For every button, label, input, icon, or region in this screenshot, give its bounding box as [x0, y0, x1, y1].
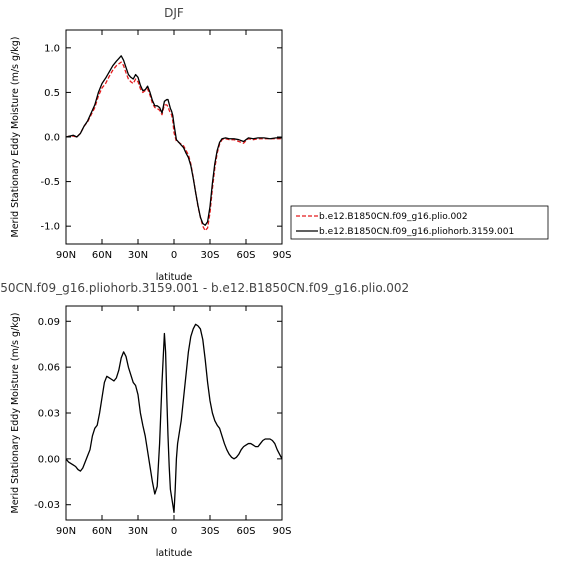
top-chart-x-tick-label: 60S — [236, 250, 255, 261]
bottom-chart-x-tick-label: 90N — [56, 526, 76, 537]
bottom-chart-x-tick-label: 0 — [171, 526, 177, 537]
top-chart-y-tick-label: 0.5 — [44, 88, 60, 99]
top-chart-y-axis-label: Merid Stationary Eddy Moisture (m/s g/kg… — [10, 37, 21, 238]
top-chart-title: DJF — [164, 6, 184, 20]
top-chart-series-line-0 — [65, 61, 282, 232]
bottom-chart-x-tick-label: 60N — [92, 526, 112, 537]
top-chart: DJF 90N 60N 30N 0 30S 60S 90S -1.0 -0.5 0.0 0.5 1.0… — [10, 6, 292, 283]
legend-entry-plio: b.e12.B1850CN.f09_g16.plio.002 — [319, 212, 468, 222]
bottom-chart-x-tick-label: 30N — [128, 526, 148, 537]
bottom-chart-x-tick-label: 30S — [200, 526, 219, 537]
top-chart-y-tick-label: -0.5 — [40, 177, 60, 188]
bottom-chart-series-line-0 — [65, 323, 283, 514]
bottom-chart-y-tick-label: 0.00 — [38, 454, 60, 465]
bottom-chart-y-tick-label: 0.06 — [38, 363, 60, 374]
top-chart-y-tick-label: 0.0 — [44, 133, 60, 144]
bottom-chart-x-tick-label: 60S — [236, 526, 255, 537]
top-chart-x-tick-label: 60N — [92, 250, 112, 261]
legend: b.e12.B1850CN.f09_g16.plio.002 b.e12.B18… — [290, 205, 549, 240]
top-chart-y-tick-label: -1.0 — [40, 222, 60, 233]
legend-entry-pliohorb: b.e12.B1850CN.f09_g16.pliohorb.3159.001 — [319, 227, 514, 237]
bottom-chart-y-tick-label: 0.03 — [38, 409, 60, 420]
bottom-chart-title: b.e12.B1850CN.f09_g16.pliohorb.3159.001 … — [0, 281, 409, 295]
top-chart-x-tick-label: 0 — [171, 250, 177, 261]
top-chart-x-tick-label: 30N — [128, 250, 148, 261]
top-chart-x-tick-label: 90S — [272, 250, 291, 261]
bottom-chart-y-tick-label: 0.09 — [38, 317, 60, 328]
top-chart-x-tick-label: 30S — [200, 250, 219, 261]
bottom-chart-frame — [65, 305, 283, 521]
bottom-chart-y-tick-label: -0.03 — [34, 500, 60, 511]
bottom-chart-x-axis-label: latitude — [156, 548, 193, 559]
top-chart-series-line-1 — [65, 55, 282, 226]
top-chart-x-tick-label: 90N — [56, 250, 76, 261]
bottom-chart: b.e12.B1850CN.f09_g16.pliohorb.3159.001 … — [0, 281, 409, 559]
top-chart-frame — [65, 29, 283, 245]
top-chart-x-axis-label: latitude — [156, 272, 193, 283]
legend-box — [290, 205, 549, 240]
bottom-chart-y-axis-label: Merid Stationary Eddy Moisture (m/s g/kg… — [10, 313, 21, 514]
top-chart-y-tick-label: 1.0 — [44, 43, 60, 54]
bottom-chart-x-tick-label: 90S — [272, 526, 291, 537]
